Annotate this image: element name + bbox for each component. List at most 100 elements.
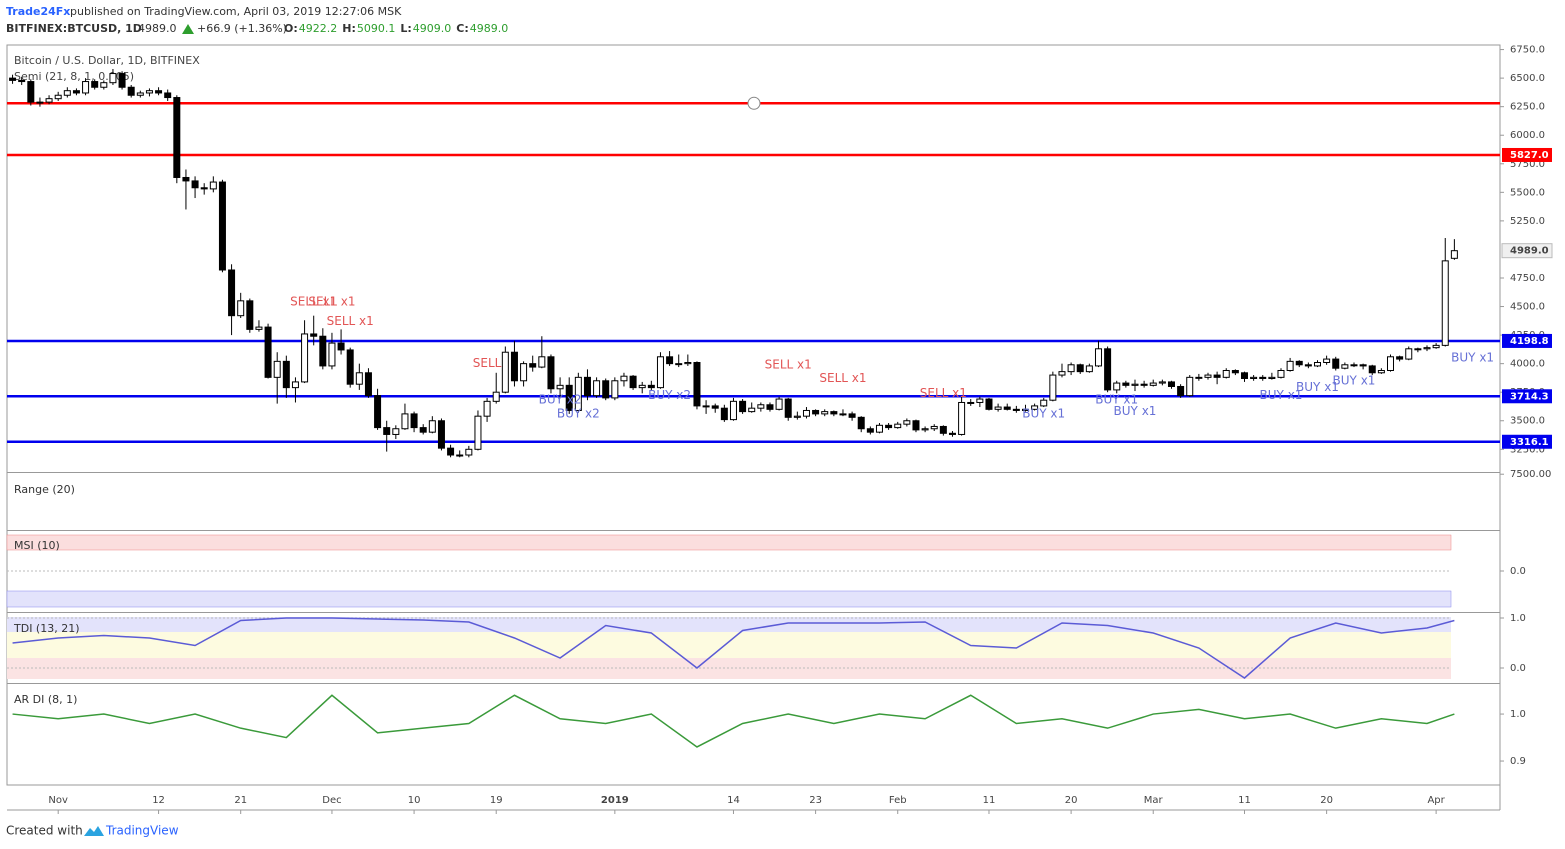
candle-body (1094, 348, 1102, 367)
candle-body (1122, 382, 1130, 386)
y-tick-label: 5250.0 (1510, 216, 1545, 227)
candle-body (136, 92, 144, 96)
candle-body (1040, 399, 1048, 407)
candle-body (1149, 382, 1157, 386)
candle-body (1323, 358, 1331, 364)
candle-body (1286, 360, 1294, 371)
x-tick-label: 20 (1065, 795, 1078, 806)
candle-body (1140, 383, 1148, 386)
x-tick-label: 14 (727, 795, 740, 806)
candle-body (994, 406, 1002, 410)
msi-label: MSI (10) (14, 539, 60, 552)
candle-body (72, 90, 80, 94)
candle-body (812, 409, 820, 415)
candle-body (647, 384, 655, 389)
ohlc-key: H: (342, 22, 356, 35)
y-tick-label: 6750.0 (1510, 45, 1545, 56)
y-tick-label: 1.0 (1510, 709, 1526, 720)
candle-body (729, 400, 737, 421)
candle-body (182, 176, 190, 182)
candle-body (720, 407, 728, 421)
candle-body (602, 380, 610, 399)
candle-body (1177, 385, 1185, 397)
candle-body (54, 94, 62, 100)
candle-body (364, 372, 372, 397)
candle-body (118, 73, 126, 88)
candle-body (255, 326, 263, 330)
candle-body (1313, 362, 1321, 367)
signal-label: BUY x1 (1095, 393, 1138, 407)
ohlc-value: 5090.1 (357, 22, 396, 35)
candle-body (921, 428, 929, 431)
sep (7, 530, 1500, 531)
candle-body (739, 400, 747, 413)
candle-body (656, 356, 664, 389)
y-tick-label: 5500.0 (1510, 187, 1545, 198)
candle-body (164, 92, 172, 99)
candle-body (191, 180, 199, 189)
candle-body (428, 420, 436, 433)
symbol: BITFINEX:BTCUSD, 1D (6, 22, 142, 35)
candle-body (912, 420, 920, 431)
candle-body (1295, 360, 1303, 366)
candle-body (875, 424, 883, 433)
candle-body (27, 81, 35, 103)
y-tick-label: 0.0 (1510, 663, 1526, 674)
signal-label: BUY x1 (1260, 388, 1303, 402)
candle-body (401, 413, 409, 430)
level-tag (1502, 333, 1552, 348)
signal-label: SELL x1 (920, 386, 967, 400)
candle-body (1058, 371, 1066, 376)
candle-body (766, 404, 774, 410)
candle-body (1231, 369, 1239, 374)
y-tick-label: 1.0 (1510, 613, 1526, 624)
candle-body (1204, 374, 1212, 378)
level-label: 3316.1 (1510, 437, 1549, 448)
level-handle (747, 96, 761, 110)
signal-label: SELL (473, 356, 502, 370)
candle-body (547, 356, 555, 390)
candle-body (91, 81, 99, 88)
candle-body (200, 187, 208, 190)
candle-body (611, 380, 619, 399)
candle-body (1277, 369, 1285, 378)
level-label: 3714.3 (1510, 391, 1549, 402)
candle-body (355, 372, 363, 385)
level-label: 5827.0 (1510, 150, 1549, 161)
signal-label: BUY x1 (1296, 380, 1339, 394)
x-tick-label: Dec (322, 795, 341, 806)
candle-body (1104, 348, 1112, 391)
x-tick-label: Feb (889, 795, 907, 806)
author[interactable]: Trade24Fx (6, 5, 70, 18)
candle-body (1332, 358, 1340, 369)
signal-label: SELL x1 (765, 357, 812, 371)
candle-body (1021, 408, 1029, 411)
candle-body (145, 90, 153, 94)
candle-body (127, 86, 135, 96)
candle-body (510, 351, 518, 382)
candle-body (1158, 381, 1166, 384)
signal-label: BUY x1 (1022, 406, 1065, 420)
footer-brand[interactable]: TradingView (105, 824, 179, 838)
candle-body (1423, 347, 1431, 350)
signal-label: BUY x1 (1333, 373, 1376, 387)
candle-body (848, 413, 856, 418)
msi-band (6, 534, 1452, 551)
candle-body (45, 98, 53, 103)
candle-body (1268, 376, 1276, 379)
x-tick-label: 10 (408, 795, 421, 806)
candle-body (802, 409, 810, 417)
y-tick-label: 0.0 (1510, 566, 1526, 577)
range-label: Range (20) (14, 483, 75, 496)
chart-title: Bitcoin / U.S. Dollar, 1D, BITFINEX (14, 54, 200, 67)
candle-body (684, 362, 692, 365)
candle-body (346, 349, 354, 385)
candle-body (866, 428, 874, 433)
y-tick-label: 4500.0 (1510, 302, 1545, 313)
y-tick-label: 5750.0 (1510, 159, 1545, 170)
candle-body (529, 363, 537, 368)
msi-band (6, 590, 1452, 608)
candle-body (1003, 406, 1011, 410)
candle-body (419, 427, 427, 433)
candle-body (483, 400, 491, 417)
